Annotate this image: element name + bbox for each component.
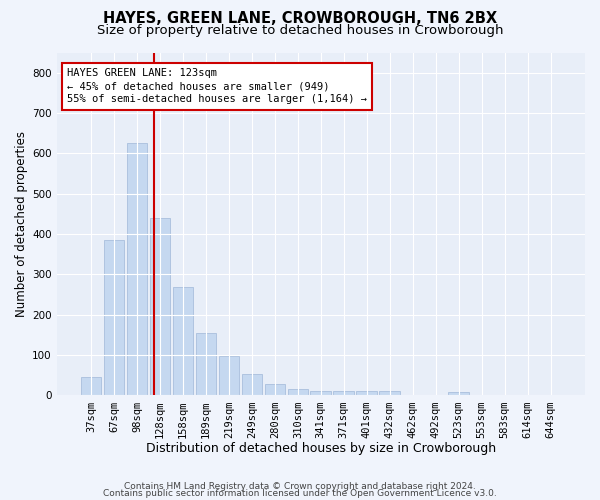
Bar — [242, 374, 262, 396]
Bar — [265, 384, 285, 396]
Bar — [310, 392, 331, 396]
Bar — [356, 392, 377, 396]
Y-axis label: Number of detached properties: Number of detached properties — [15, 131, 28, 317]
Bar — [218, 356, 239, 396]
Bar — [287, 390, 308, 396]
Bar — [448, 392, 469, 396]
Bar — [173, 288, 193, 396]
Text: HAYES, GREEN LANE, CROWBOROUGH, TN6 2BX: HAYES, GREEN LANE, CROWBOROUGH, TN6 2BX — [103, 11, 497, 26]
Bar — [127, 144, 148, 396]
Bar — [334, 390, 354, 396]
Bar — [149, 218, 170, 396]
Bar — [379, 392, 400, 396]
X-axis label: Distribution of detached houses by size in Crowborough: Distribution of detached houses by size … — [146, 442, 496, 455]
Bar — [196, 333, 216, 396]
Text: HAYES GREEN LANE: 123sqm
← 45% of detached houses are smaller (949)
55% of semi-: HAYES GREEN LANE: 123sqm ← 45% of detach… — [67, 68, 367, 104]
Text: Contains public sector information licensed under the Open Government Licence v3: Contains public sector information licen… — [103, 489, 497, 498]
Bar — [80, 376, 101, 396]
Text: Size of property relative to detached houses in Crowborough: Size of property relative to detached ho… — [97, 24, 503, 37]
Text: Contains HM Land Registry data © Crown copyright and database right 2024.: Contains HM Land Registry data © Crown c… — [124, 482, 476, 491]
Bar — [104, 240, 124, 396]
